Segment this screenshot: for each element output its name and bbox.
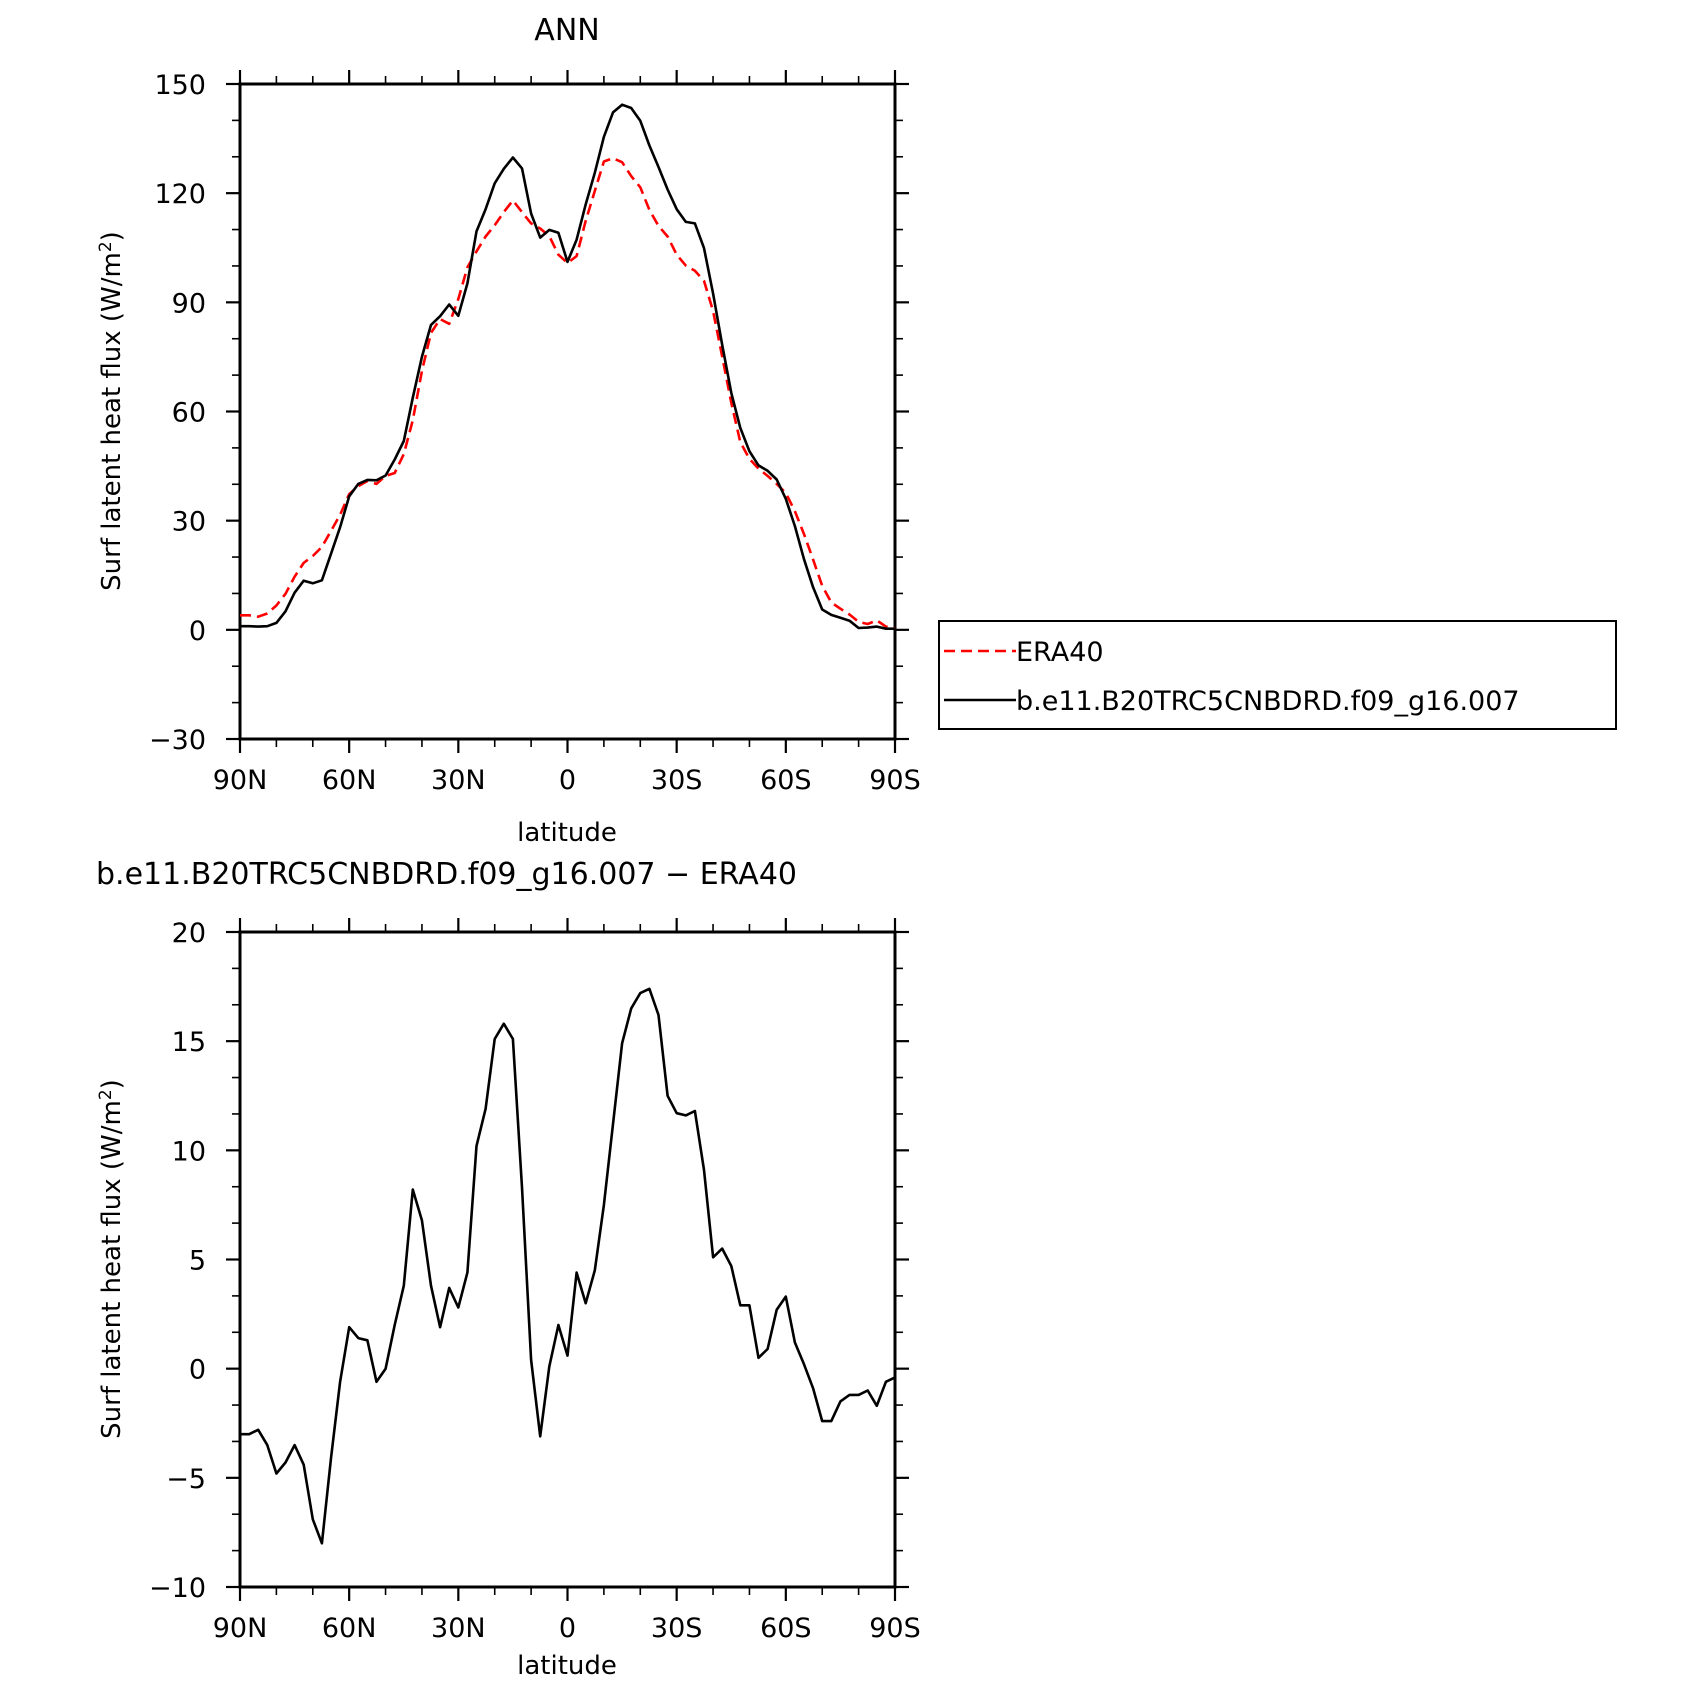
bottom-ticks	[226, 918, 909, 1601]
bottom-series-line-difference	[240, 987, 896, 1545]
top-x-tick-label: 60N	[322, 765, 377, 796]
top-x-tick-label: 90S	[869, 765, 921, 796]
bottom-series-lines	[240, 987, 896, 1545]
legend: ERA40 b.e11.B20TRC5CNBDRD.f09_g16.007	[938, 620, 1617, 730]
top-x-axis-label: latitude	[517, 818, 617, 848]
top-series-lines	[240, 103, 896, 631]
bottom-y-tick-label: 5	[189, 1246, 206, 1277]
top-y-axis-label-close: )	[97, 231, 127, 241]
top-y-tick-label: 150	[154, 70, 206, 101]
bottom-x-tick-label: 90N	[213, 1613, 268, 1644]
legend-label-model: b.e11.B20TRC5CNBDRD.f09_g16.007	[1016, 686, 1520, 717]
top-panel-title: ANN	[534, 13, 599, 48]
top-y-tick-label: 30	[172, 507, 206, 538]
bottom-y-tick-label: 15	[172, 1027, 206, 1058]
top-y-tick-label: 0	[189, 616, 206, 647]
top-y-tick-label: −30	[149, 725, 206, 756]
top-y-axis-label-main: Surf latent heat flux (W/m	[97, 252, 127, 591]
bottom-x-tick-label: 0	[559, 1613, 576, 1644]
bottom-y-tick-label: −10	[149, 1573, 206, 1604]
bottom-y-axis-label: Surf latent heat flux (W/m2)	[96, 1079, 127, 1439]
top-y-tick-label: 90	[172, 288, 206, 319]
top-panel: ANN 90N 60N 30N 0 30S 60S 90S −30 0 30 60 90 120 150…	[96, 13, 1617, 848]
top-y-tick-label: 60	[172, 398, 206, 429]
bottom-panel-title: b.e11.B20TRC5CNBDRD.f09_g16.007 − ERA40	[96, 857, 797, 892]
bottom-y-tick-labels: −10 −5 0 5 10 15 20	[149, 918, 206, 1604]
bottom-y-axis-label-main: Surf latent heat flux (W/m	[97, 1100, 127, 1439]
bottom-y-tick-label: 20	[172, 918, 206, 949]
legend-box	[938, 620, 1617, 730]
bottom-y-axis-label-close: )	[97, 1079, 127, 1089]
legend-label-era40: ERA40	[1016, 637, 1104, 668]
bottom-x-tick-labels: 90N 60N 30N 0 30S 60S 90S	[213, 1613, 921, 1644]
top-x-tick-label: 60S	[760, 765, 812, 796]
top-x-tick-label: 0	[559, 765, 576, 796]
top-x-tick-labels: 90N 60N 30N 0 30S 60S 90S	[213, 765, 921, 796]
bottom-x-tick-label: 90S	[869, 1613, 921, 1644]
bottom-y-axis-label-superscript: 2	[96, 1089, 116, 1100]
bottom-x-tick-label: 30N	[431, 1613, 486, 1644]
bottom-y-tick-label: 0	[189, 1355, 206, 1386]
top-y-tick-labels: −30 0 30 60 90 120 150	[149, 70, 206, 756]
top-x-tick-label: 30S	[651, 765, 703, 796]
bottom-y-tick-label: −5	[166, 1464, 206, 1495]
bottom-x-tick-label: 60S	[760, 1613, 812, 1644]
bottom-x-tick-label: 30S	[651, 1613, 703, 1644]
top-series-line-era40	[240, 156, 896, 630]
bottom-panel: b.e11.B20TRC5CNBDRD.f09_g16.007 − ERA40 …	[96, 857, 921, 1681]
top-y-tick-label: 120	[154, 179, 206, 210]
top-x-tick-label: 90N	[213, 765, 268, 796]
top-y-axis-label-superscript: 2	[96, 241, 116, 252]
bottom-x-axis-label: latitude	[517, 1651, 617, 1681]
bottom-y-tick-label: 10	[172, 1136, 206, 1167]
bottom-x-tick-label: 60N	[322, 1613, 377, 1644]
top-series-line-b-e11-b20trc5cnbdrd-f09-g16-007	[240, 103, 895, 631]
top-y-axis-label: Surf latent heat flux (W/m2)	[96, 231, 127, 591]
top-ticks	[226, 70, 909, 753]
top-x-tick-label: 30N	[431, 765, 486, 796]
